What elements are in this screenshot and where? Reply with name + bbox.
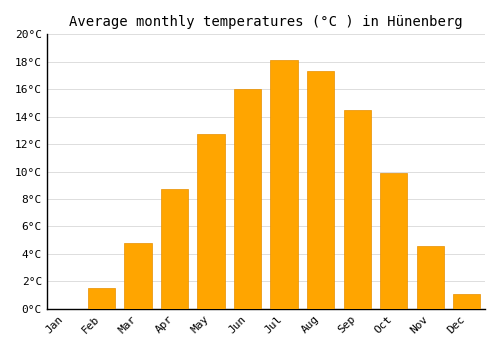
Bar <box>124 243 152 309</box>
Title: Average monthly temperatures (°C ) in Hünenberg: Average monthly temperatures (°C ) in Hü… <box>69 15 462 29</box>
Bar <box>198 134 225 309</box>
Bar <box>416 246 444 309</box>
Bar <box>453 294 480 309</box>
Bar <box>344 110 371 309</box>
Bar <box>234 89 262 309</box>
Bar <box>270 61 298 309</box>
Bar <box>161 189 188 309</box>
Bar <box>307 71 334 309</box>
Bar <box>88 288 116 309</box>
Bar <box>380 173 407 309</box>
